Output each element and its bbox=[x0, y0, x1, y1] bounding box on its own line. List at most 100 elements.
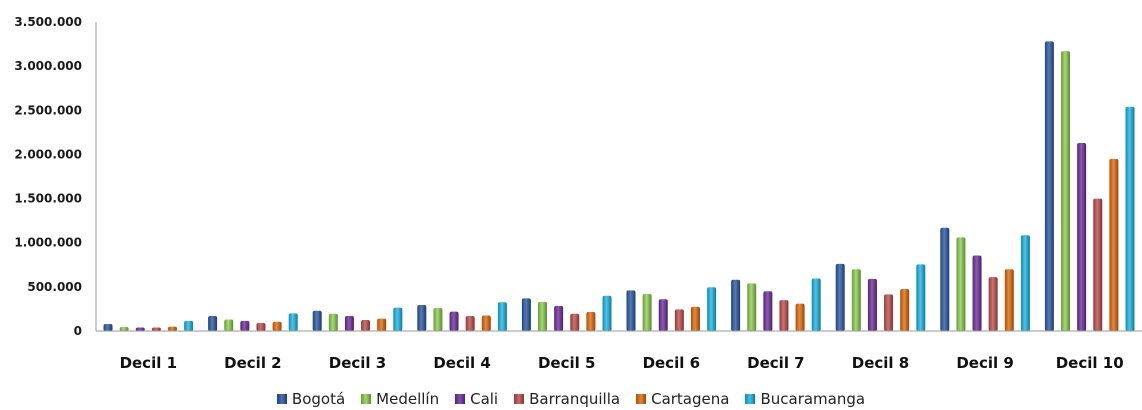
x-tick-label: Decil 2 bbox=[224, 354, 281, 372]
bar bbox=[900, 289, 910, 331]
bar bbox=[449, 311, 459, 331]
legend-swatch bbox=[636, 394, 647, 404]
bar bbox=[811, 278, 821, 331]
bar bbox=[312, 310, 322, 331]
legend-label: Medellín bbox=[376, 390, 440, 408]
bar bbox=[433, 308, 443, 331]
bar bbox=[674, 309, 684, 331]
bar bbox=[184, 320, 194, 331]
y-tick-label: 3.000.000 bbox=[14, 59, 82, 73]
bar bbox=[224, 319, 234, 331]
bar bbox=[288, 313, 298, 331]
bar bbox=[1004, 269, 1014, 331]
legend-swatch bbox=[361, 394, 372, 404]
x-tick-label: Decil 8 bbox=[852, 354, 909, 372]
legend-label: Cali bbox=[470, 390, 499, 408]
bar-chart: 0 500.000 1.000.000 1.500.000 2.000.000 2.500… bbox=[14, 15, 1142, 372]
bar bbox=[1125, 106, 1135, 331]
bar bbox=[763, 291, 773, 331]
x-tick-label: Decil 4 bbox=[433, 354, 490, 372]
x-tick-label: Decil 5 bbox=[538, 354, 595, 372]
bar bbox=[1044, 41, 1054, 332]
x-tick-label: Decil 1 bbox=[120, 354, 177, 372]
bar bbox=[851, 269, 861, 331]
bar bbox=[377, 318, 387, 331]
bar bbox=[884, 294, 894, 331]
bar bbox=[521, 298, 531, 331]
bar bbox=[747, 283, 757, 331]
bar bbox=[272, 321, 282, 331]
bar bbox=[602, 295, 612, 331]
bar bbox=[795, 303, 805, 331]
x-tick-label: Decil 6 bbox=[643, 354, 700, 372]
legend-label: Barranquilla bbox=[529, 390, 621, 408]
bar bbox=[465, 315, 475, 331]
bar bbox=[779, 300, 789, 331]
bar bbox=[626, 290, 636, 331]
bar bbox=[642, 293, 652, 331]
bar bbox=[361, 319, 371, 331]
legend-swatch bbox=[745, 394, 756, 404]
legend-swatch bbox=[276, 394, 287, 404]
legend-label: Bucaramanga bbox=[760, 390, 866, 408]
bar bbox=[1061, 51, 1071, 331]
bar bbox=[103, 323, 113, 331]
bar bbox=[119, 327, 129, 331]
bar bbox=[208, 315, 218, 331]
y-tick-label: 2.500.000 bbox=[14, 103, 82, 117]
bar bbox=[916, 264, 926, 331]
y-tick-label: 0 bbox=[74, 324, 82, 338]
bar bbox=[1109, 158, 1119, 331]
bars bbox=[103, 41, 1135, 332]
y-tick-label: 2.000.000 bbox=[14, 147, 82, 161]
legend: Bogotá Medellín Cali Barranquilla Cartagena B… bbox=[0, 389, 1142, 409]
bar bbox=[940, 227, 950, 331]
bar bbox=[481, 315, 491, 331]
bar bbox=[731, 279, 741, 331]
bar bbox=[497, 302, 507, 331]
legend-item: Cartagena bbox=[636, 390, 729, 408]
bar bbox=[256, 323, 266, 331]
bar bbox=[972, 255, 982, 331]
bar bbox=[586, 312, 596, 331]
bar bbox=[1093, 198, 1103, 331]
x-tick-label: Decil 10 bbox=[1056, 354, 1124, 372]
bar bbox=[1077, 142, 1087, 331]
bar bbox=[393, 307, 403, 331]
x-tick-labels: Decil 1 Decil 2 Decil 3 Decil 4 Decil 5 Decil… bbox=[120, 354, 1124, 372]
bar bbox=[135, 327, 145, 331]
y-tick-label: 3.500.000 bbox=[14, 15, 82, 29]
legend-item: Bucaramanga bbox=[745, 390, 865, 408]
bar bbox=[956, 237, 966, 331]
bar bbox=[344, 315, 354, 331]
legend-label: Cartagena bbox=[651, 390, 730, 408]
y-tick-label: 1.500.000 bbox=[14, 192, 82, 206]
bar bbox=[835, 263, 845, 331]
y-tick-label: 1.000.000 bbox=[14, 236, 82, 250]
x-tick-label: Decil 9 bbox=[956, 354, 1013, 372]
bar bbox=[554, 305, 564, 331]
legend-swatch bbox=[455, 394, 466, 404]
bar bbox=[240, 320, 250, 331]
bar bbox=[151, 327, 161, 331]
bar bbox=[867, 278, 877, 331]
bar bbox=[690, 306, 700, 331]
bar bbox=[1020, 235, 1030, 331]
bar bbox=[988, 277, 998, 331]
legend-item: Medellín bbox=[361, 390, 439, 408]
y-axis: 0 500.000 1.000.000 1.500.000 2.000.000 2.500… bbox=[14, 15, 97, 338]
legend-item: Cali bbox=[455, 390, 498, 408]
bar bbox=[167, 326, 177, 331]
x-tick-label: Decil 7 bbox=[747, 354, 804, 372]
bar bbox=[417, 304, 427, 331]
y-tick-labels: 0 500.000 1.000.000 1.500.000 2.000.000 2.500… bbox=[14, 15, 82, 338]
x-tick-label: Decil 3 bbox=[329, 354, 386, 372]
y-tick-label: 500.000 bbox=[27, 280, 82, 294]
bar bbox=[707, 287, 717, 331]
bar bbox=[328, 313, 338, 331]
bar bbox=[658, 299, 668, 331]
bar bbox=[570, 313, 580, 331]
bar bbox=[538, 301, 548, 331]
legend-item: Barranquilla bbox=[514, 390, 620, 408]
legend-item: Bogotá bbox=[276, 390, 345, 408]
